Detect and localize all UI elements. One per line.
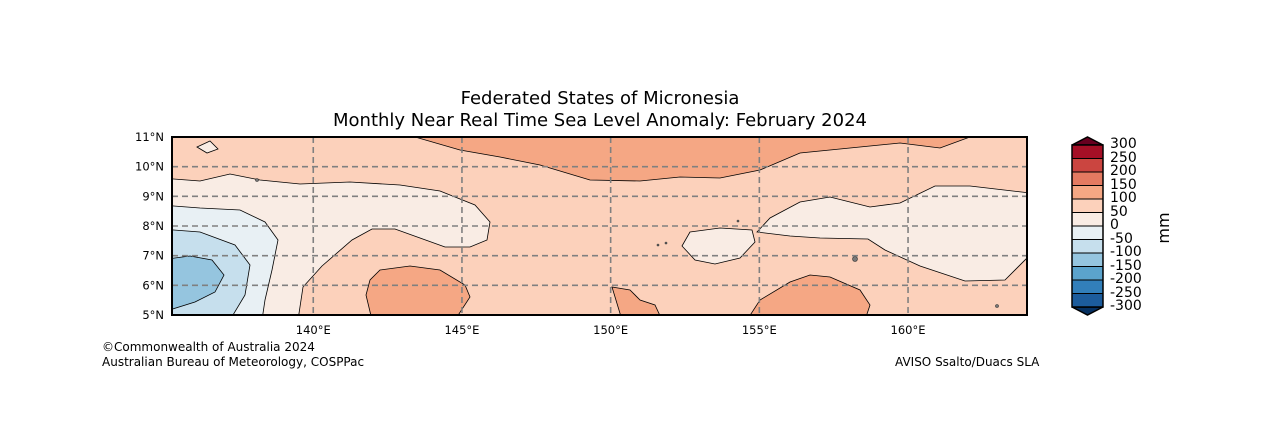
colorbar-segment <box>1071 293 1104 308</box>
lon-tick-label: 140°E <box>296 323 331 337</box>
graticule <box>172 137 1027 315</box>
colorbar-tick-label: 250 <box>1110 149 1137 166</box>
colorbar-tick-label: -250 <box>1110 284 1142 301</box>
map-frame <box>171 136 1028 316</box>
colorbar-tick-label: 100 <box>1110 190 1137 207</box>
colorbar-units-label: mm <box>1154 212 1173 243</box>
colorbar-tick-label: -300 <box>1110 298 1142 315</box>
lat-tick-label: 8°N <box>142 219 164 233</box>
colorbar-tick-label: 50 <box>1110 203 1128 220</box>
colorbar-segment <box>1071 225 1104 240</box>
islands <box>255 178 999 308</box>
colorbar-segment <box>1071 279 1104 294</box>
colorbar-tick-label: -100 <box>1110 244 1142 261</box>
colorbar-segment <box>1071 252 1104 267</box>
colorbar-segment <box>1071 144 1104 159</box>
colorbar-segment <box>1071 185 1104 200</box>
colorbar-tick-label: 150 <box>1110 176 1137 193</box>
lat-tick-label: 7°N <box>142 249 164 263</box>
lon-tick-label: 155°E <box>742 323 777 337</box>
colorbar-tick-label: 200 <box>1110 163 1137 180</box>
lat-tick-label: 5°N <box>142 308 164 322</box>
colorbar-segment <box>1071 239 1104 254</box>
lon-tick-label: 145°E <box>444 323 479 337</box>
agency-credit: Australian Bureau of Meteorology, COSPPa… <box>102 355 365 369</box>
colorbar-tick-label: 300 <box>1110 136 1137 153</box>
colorbar-segment <box>1071 171 1104 186</box>
colorbar-segment <box>1071 158 1104 173</box>
colorbar-under-arrow <box>1071 306 1104 316</box>
colorbar-tick-label: -200 <box>1110 271 1142 288</box>
colorbar-tick-label: -150 <box>1110 257 1142 274</box>
colorbar: mm <box>1071 136 1173 316</box>
colorbar-segment <box>1071 198 1104 213</box>
copyright-text: ©Commonwealth of Australia 2024 <box>102 340 315 354</box>
colorbar-segment <box>1071 266 1104 281</box>
lon-tick-label: 150°E <box>593 323 628 337</box>
map-title-line2: Monthly Near Real Time Sea Level Anomaly… <box>333 110 867 131</box>
colorbar-frame <box>1071 144 1104 308</box>
colorbar-segment <box>1071 212 1104 227</box>
map-title-line1: Federated States of Micronesia <box>460 88 740 109</box>
contour-minus150-minus100 <box>172 255 225 310</box>
lat-tick-label: 9°N <box>142 189 164 203</box>
contour-0-50-islet <box>196 140 219 154</box>
contour-0-50-east <box>756 185 1027 282</box>
lat-tick-label: 10°N <box>135 160 164 174</box>
contour-100-150-north <box>414 137 971 182</box>
colorbar-tick-label: 0 <box>1110 217 1119 234</box>
colorbar-tick-label: -50 <box>1110 230 1133 247</box>
lat-tick-label: 6°N <box>142 278 164 292</box>
lat-tick-label: 11°N <box>135 130 164 144</box>
data-source-credit: AVISO Ssalto/Duacs SLA <box>895 355 1040 369</box>
contour-100-150-south-2 <box>611 286 661 315</box>
lon-tick-label: 160°E <box>891 323 926 337</box>
contour-100-150-south-3 <box>749 274 871 315</box>
colorbar-over-arrow <box>1071 136 1104 146</box>
